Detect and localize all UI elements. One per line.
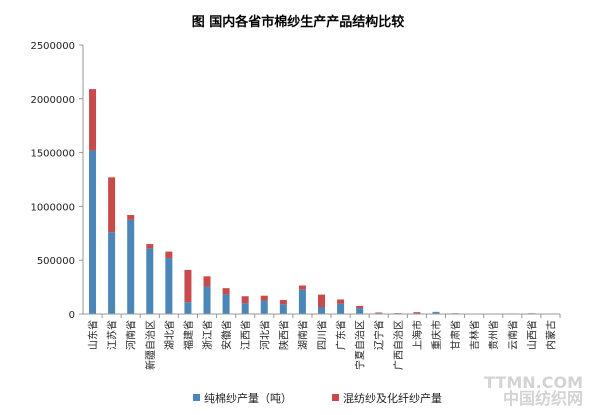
x-tick-label: 新疆自治区 bbox=[144, 320, 157, 370]
x-tick-label: 内蒙古 bbox=[544, 320, 557, 350]
x-tick-label: 辽宁省 bbox=[373, 320, 386, 350]
bar-series-1 bbox=[108, 232, 116, 314]
x-tick-label: 山东省 bbox=[87, 320, 100, 350]
x-tick-label: 宁夏自治区 bbox=[354, 320, 367, 370]
y-tick-label: 1500000 bbox=[30, 149, 75, 160]
x-tick-label: 安徽省 bbox=[220, 320, 233, 350]
x-tick-label: 河北省 bbox=[258, 320, 271, 350]
bar-series-2 bbox=[108, 177, 116, 233]
x-tick-label: 甘肃省 bbox=[449, 320, 462, 350]
bar-series-2 bbox=[298, 285, 306, 290]
x-tick-label: 陕西省 bbox=[277, 320, 290, 350]
y-tick-label: 500000 bbox=[37, 256, 75, 267]
bar-series-2 bbox=[222, 288, 230, 295]
legend: 纯棉纱产量（吨） 混纺纱及化纤纱产量 bbox=[193, 391, 442, 405]
bar-series-1 bbox=[432, 312, 440, 314]
y-axis: 2500000 2000000 1500000 1000000 500000 0 bbox=[30, 41, 84, 321]
x-tick-label: 重庆市 bbox=[430, 320, 443, 350]
bar-series-1 bbox=[260, 300, 268, 314]
bar-series-1 bbox=[241, 303, 249, 314]
bar-series-2 bbox=[375, 312, 383, 314]
y-tick-label: 0 bbox=[69, 310, 75, 321]
bar-series-2 bbox=[184, 269, 192, 303]
bar-series-2 bbox=[356, 305, 364, 309]
bar-series-2 bbox=[413, 312, 421, 314]
x-tick-label: 湖北省 bbox=[163, 320, 176, 350]
bar-series-2 bbox=[337, 299, 345, 304]
y-tick-label: 2500000 bbox=[30, 41, 75, 52]
bar-series-1 bbox=[165, 258, 173, 314]
bar-series-1 bbox=[298, 289, 306, 314]
bar-series-2 bbox=[318, 294, 325, 308]
x-tick-label: 云南省 bbox=[506, 320, 519, 350]
bar-series-1 bbox=[203, 286, 211, 314]
bar-series-2 bbox=[203, 276, 211, 287]
bar-series-1 bbox=[146, 248, 154, 314]
bar-series-1 bbox=[318, 307, 325, 314]
bar-series-1 bbox=[127, 219, 135, 314]
bar-series-1 bbox=[356, 308, 364, 314]
bar-series-2 bbox=[241, 296, 249, 304]
bar-series-2 bbox=[165, 251, 173, 259]
plot-area bbox=[89, 89, 554, 314]
x-tick-label: 上海市 bbox=[411, 320, 424, 350]
legend-label-series-1: 纯棉纱产量（吨） bbox=[204, 391, 292, 405]
x-axis: 山东省 江苏省 河南省 新疆自治区 湖北省 福建省 浙江省 安徽省 江西省 河北省 陕西省 湖南省 四川… bbox=[83, 313, 561, 370]
x-tick-label: 吉林省 bbox=[468, 320, 481, 350]
x-tick-label: 江苏省 bbox=[106, 320, 119, 350]
x-tick-label: 广西自治区 bbox=[392, 320, 405, 370]
bar-series-2 bbox=[260, 295, 268, 301]
bar-series-2 bbox=[279, 300, 287, 305]
x-tick-label: 贵州省 bbox=[487, 320, 500, 350]
y-tick-label: 1000000 bbox=[30, 202, 75, 213]
x-tick-label: 福建省 bbox=[182, 320, 195, 350]
legend-swatch-series-2 bbox=[332, 394, 339, 401]
watermark: TTMN.COM 中国纺织网 bbox=[484, 375, 583, 407]
y-tick-label: 2000000 bbox=[30, 95, 75, 106]
bar-series-1 bbox=[337, 303, 345, 314]
watermark-line-1: TTMN.COM bbox=[484, 373, 583, 392]
x-tick-label: 广东省 bbox=[335, 320, 348, 350]
x-tick-label: 江西省 bbox=[239, 320, 252, 350]
x-tick-label: 四川省 bbox=[316, 320, 329, 350]
x-tick-label: 河南省 bbox=[125, 320, 138, 350]
x-tick-label: 浙江省 bbox=[201, 320, 214, 350]
bar-series-2 bbox=[89, 89, 97, 151]
bar-series-2 bbox=[127, 215, 135, 220]
bar-series-1 bbox=[89, 150, 97, 314]
chart-title: 图 国内各省市棉纱生产产品结构比较 bbox=[192, 14, 405, 30]
bar-series-1 bbox=[184, 302, 192, 314]
watermark-line-2: 中国纺织网 bbox=[502, 389, 583, 408]
bar-series-2 bbox=[146, 244, 154, 249]
legend-swatch-series-1 bbox=[193, 394, 200, 401]
bar-series-1 bbox=[222, 294, 230, 314]
x-tick-label: 山西省 bbox=[525, 320, 538, 350]
x-tick-label: 湖南省 bbox=[296, 320, 309, 350]
legend-label-series-2: 混纺纱及化纤纱产量 bbox=[343, 391, 442, 405]
bar-series-1 bbox=[279, 304, 287, 314]
